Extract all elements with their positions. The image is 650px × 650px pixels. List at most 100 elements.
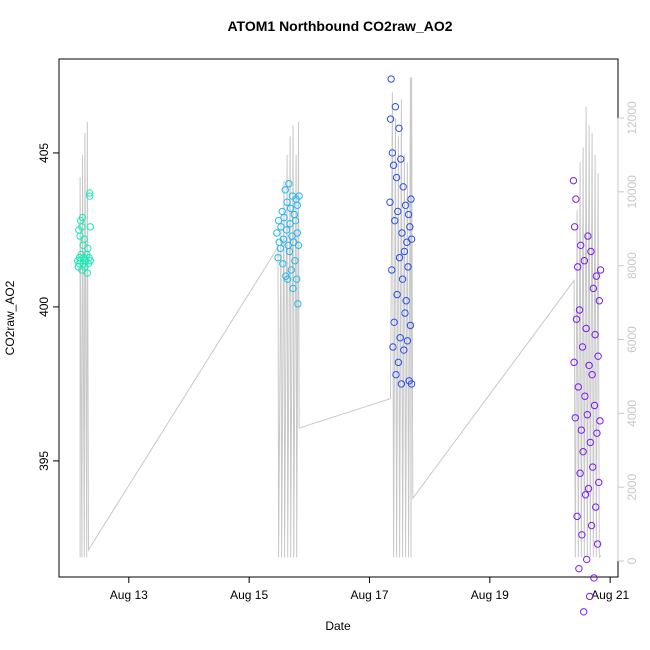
x-tick-label: Aug 15: [230, 588, 268, 602]
point: [593, 429, 601, 437]
point: [398, 275, 407, 283]
point: [583, 555, 591, 564]
point: [583, 411, 592, 419]
point: [586, 438, 595, 447]
point: [393, 290, 401, 299]
point: [395, 124, 403, 132]
point: [391, 216, 399, 225]
point: [572, 195, 580, 203]
y-axis-label: CO2raw_AO2: [3, 280, 17, 355]
point: [400, 247, 409, 256]
point: [574, 383, 582, 391]
point: [592, 503, 600, 511]
point: [577, 426, 585, 434]
point: [402, 297, 410, 305]
point: [391, 103, 400, 111]
point: [285, 180, 293, 188]
point: [404, 263, 412, 271]
y2-tick-label: 6000: [625, 326, 639, 353]
point: [394, 358, 403, 367]
point: [85, 189, 94, 197]
point: [283, 275, 292, 283]
point: [287, 266, 295, 274]
point: [591, 330, 599, 339]
point: [273, 229, 281, 237]
point: [579, 447, 587, 456]
point: [590, 401, 599, 410]
point: [573, 263, 582, 271]
point: [588, 370, 596, 379]
point: [388, 266, 396, 274]
x-tick-label: Aug 17: [350, 588, 388, 602]
point: [397, 155, 405, 163]
point: [84, 244, 92, 253]
point: [400, 346, 408, 354]
point: [584, 232, 592, 240]
point: [575, 306, 584, 314]
y2-tick-label: 2000: [625, 474, 639, 501]
point: [282, 226, 291, 234]
point: [86, 223, 94, 231]
y2-tick-label: 0: [625, 557, 639, 564]
point: [397, 380, 406, 388]
point: [274, 253, 282, 262]
point: [404, 210, 413, 219]
y-tick-label: 400: [37, 297, 51, 317]
point: [387, 75, 395, 83]
point: [581, 392, 589, 400]
point: [386, 198, 394, 206]
point: [589, 284, 598, 293]
point: [86, 257, 94, 265]
point: [398, 229, 406, 237]
point: [295, 192, 303, 200]
point: [595, 478, 603, 487]
point: [572, 315, 581, 323]
point: [401, 201, 410, 209]
point: [276, 244, 285, 253]
point: [388, 149, 397, 157]
point: [293, 201, 301, 209]
x-tick-label: Aug 13: [110, 588, 148, 602]
point: [389, 161, 398, 169]
point: [283, 198, 291, 206]
point: [403, 337, 412, 345]
point: [294, 300, 302, 308]
point: [83, 269, 91, 277]
point: [570, 358, 578, 367]
point: [576, 241, 585, 250]
x-tick-label: Aug 21: [591, 588, 629, 602]
y-tick-label: 395: [37, 451, 51, 471]
point: [399, 183, 407, 191]
point: [594, 352, 602, 360]
y2-tick-label: 10000: [625, 175, 639, 209]
point: [285, 247, 294, 256]
point: [406, 321, 415, 330]
point: [581, 491, 590, 499]
point: [281, 186, 289, 194]
point: [407, 235, 416, 243]
point: [586, 592, 594, 601]
point: [396, 334, 404, 342]
point: [291, 257, 299, 265]
point: [580, 608, 588, 616]
point: [291, 216, 300, 225]
point: [590, 574, 598, 582]
x-tick-label: Aug 19: [471, 588, 509, 602]
point: [279, 260, 287, 268]
point: [571, 414, 579, 422]
point: [584, 484, 593, 493]
point: [407, 195, 415, 203]
point: [78, 223, 86, 231]
point: [286, 204, 295, 213]
point: [294, 241, 303, 250]
point: [596, 417, 604, 425]
point: [570, 223, 579, 231]
line: [79, 77, 602, 559]
y-tick-label: 405: [37, 143, 51, 163]
x-axis-label: Date: [325, 619, 351, 633]
point: [578, 531, 586, 539]
point: [279, 235, 288, 243]
point: [589, 463, 597, 471]
y2-tick-label: 12000: [625, 101, 639, 135]
point: [394, 207, 402, 216]
